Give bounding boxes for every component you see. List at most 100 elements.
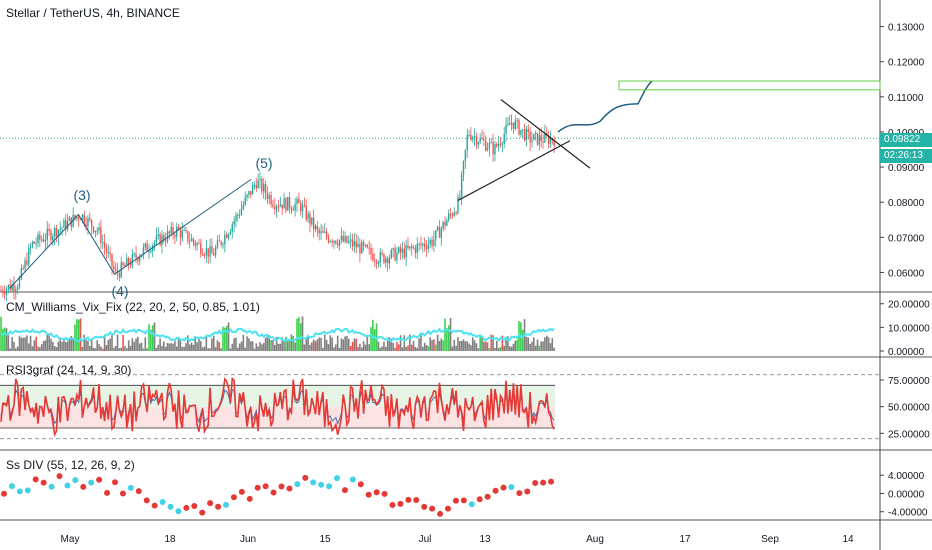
y-tick-label: 0.07000 bbox=[888, 233, 925, 244]
vix-bar bbox=[22, 337, 24, 351]
ssdiv-dot bbox=[286, 485, 293, 492]
vix-bar bbox=[396, 341, 398, 351]
candle-body bbox=[287, 197, 289, 211]
vix-bar bbox=[499, 347, 502, 351]
vix-bar bbox=[305, 338, 308, 351]
vix-bar bbox=[129, 345, 132, 351]
vix-bar bbox=[434, 344, 437, 351]
vix-bar bbox=[163, 341, 165, 351]
vix-bar bbox=[0, 316, 2, 351]
candle-body bbox=[105, 247, 108, 253]
ssdiv-dot bbox=[349, 476, 356, 483]
candle-body bbox=[481, 137, 483, 140]
candle-body bbox=[283, 198, 285, 209]
y-tick-label: 0.00000 bbox=[888, 489, 925, 500]
candle-body bbox=[379, 252, 381, 263]
candle-body bbox=[431, 240, 433, 246]
candle-body bbox=[0, 290, 2, 291]
vix-bar bbox=[490, 334, 493, 351]
candle-body bbox=[344, 236, 346, 242]
candle-body bbox=[100, 227, 102, 244]
candle-body bbox=[451, 214, 454, 216]
vix-bar bbox=[13, 341, 15, 351]
vix-bar bbox=[483, 341, 485, 351]
vix-bar bbox=[122, 334, 124, 351]
candle-body bbox=[135, 253, 137, 258]
vix-bar bbox=[390, 338, 393, 351]
vix-bar bbox=[484, 341, 487, 351]
candle-body bbox=[163, 235, 165, 241]
vix-bar bbox=[335, 344, 337, 351]
candle-body bbox=[335, 240, 337, 244]
vix-bar bbox=[477, 348, 480, 351]
ssdiv-dot bbox=[262, 483, 269, 490]
x-tick-label: Sep bbox=[761, 534, 779, 545]
y-tick-label: 50.00000 bbox=[888, 403, 930, 414]
candle-body bbox=[359, 243, 361, 254]
ssdiv-dot bbox=[191, 503, 198, 510]
vix-bar bbox=[72, 337, 74, 351]
candle-body bbox=[403, 248, 405, 258]
vix-bar bbox=[353, 338, 356, 351]
ssdiv-dot bbox=[508, 483, 515, 490]
countdown-tag: 02:26:13 bbox=[880, 149, 932, 163]
vix-bar bbox=[153, 322, 156, 351]
vix-bar bbox=[274, 344, 276, 351]
candle-body bbox=[449, 213, 452, 215]
candle-body bbox=[464, 149, 467, 162]
vix-bar bbox=[148, 324, 150, 351]
vix-bar bbox=[359, 343, 361, 351]
candle-body bbox=[233, 220, 235, 225]
vix-bar bbox=[440, 338, 443, 351]
vix-bar bbox=[24, 337, 26, 351]
candle-body bbox=[183, 230, 185, 232]
vix-bar bbox=[496, 340, 498, 351]
candle-body bbox=[102, 242, 104, 244]
vix-bar bbox=[74, 324, 76, 351]
vix-bar bbox=[44, 340, 47, 351]
vix-bar bbox=[222, 326, 224, 351]
candle-body bbox=[366, 244, 368, 248]
vix-bar bbox=[231, 343, 234, 351]
vix-bar bbox=[551, 338, 554, 351]
vix-bar bbox=[314, 341, 317, 351]
ssdiv-dot bbox=[437, 510, 444, 517]
ssdiv-dot bbox=[476, 496, 483, 503]
vix-bar bbox=[20, 337, 23, 351]
candle-body bbox=[411, 246, 413, 249]
vix-bar bbox=[340, 338, 343, 351]
vix-bar bbox=[344, 336, 346, 351]
vix-bar bbox=[27, 343, 30, 351]
vix-bar bbox=[325, 339, 328, 351]
vix-bar bbox=[46, 334, 49, 351]
vix-bar bbox=[251, 341, 254, 351]
candle-body bbox=[209, 246, 211, 257]
candle-body bbox=[274, 206, 276, 210]
candle-body bbox=[174, 234, 176, 237]
candle-body bbox=[250, 191, 252, 195]
candle-body bbox=[161, 235, 163, 246]
candle-body bbox=[505, 124, 507, 135]
candle-body bbox=[355, 241, 357, 248]
vix-bar bbox=[225, 325, 228, 351]
vix-bar bbox=[255, 343, 258, 351]
candle-body bbox=[307, 213, 309, 220]
vix-bar bbox=[172, 343, 174, 351]
candle-body bbox=[87, 218, 89, 227]
ssdiv-dot bbox=[119, 490, 126, 497]
candle-body bbox=[423, 243, 426, 247]
vix-bar bbox=[312, 339, 315, 351]
candle-body bbox=[470, 134, 472, 140]
vix-bar bbox=[418, 338, 420, 351]
candle-body bbox=[44, 239, 47, 242]
candle-body bbox=[420, 243, 422, 246]
candle-body bbox=[492, 142, 494, 155]
ssdiv-dot bbox=[389, 501, 396, 508]
vix-bar bbox=[246, 336, 248, 351]
candle-body bbox=[446, 220, 448, 226]
vix-bar bbox=[200, 341, 202, 351]
candle-body bbox=[377, 262, 380, 264]
vix-bar bbox=[516, 339, 518, 351]
vix-bar bbox=[140, 342, 143, 351]
